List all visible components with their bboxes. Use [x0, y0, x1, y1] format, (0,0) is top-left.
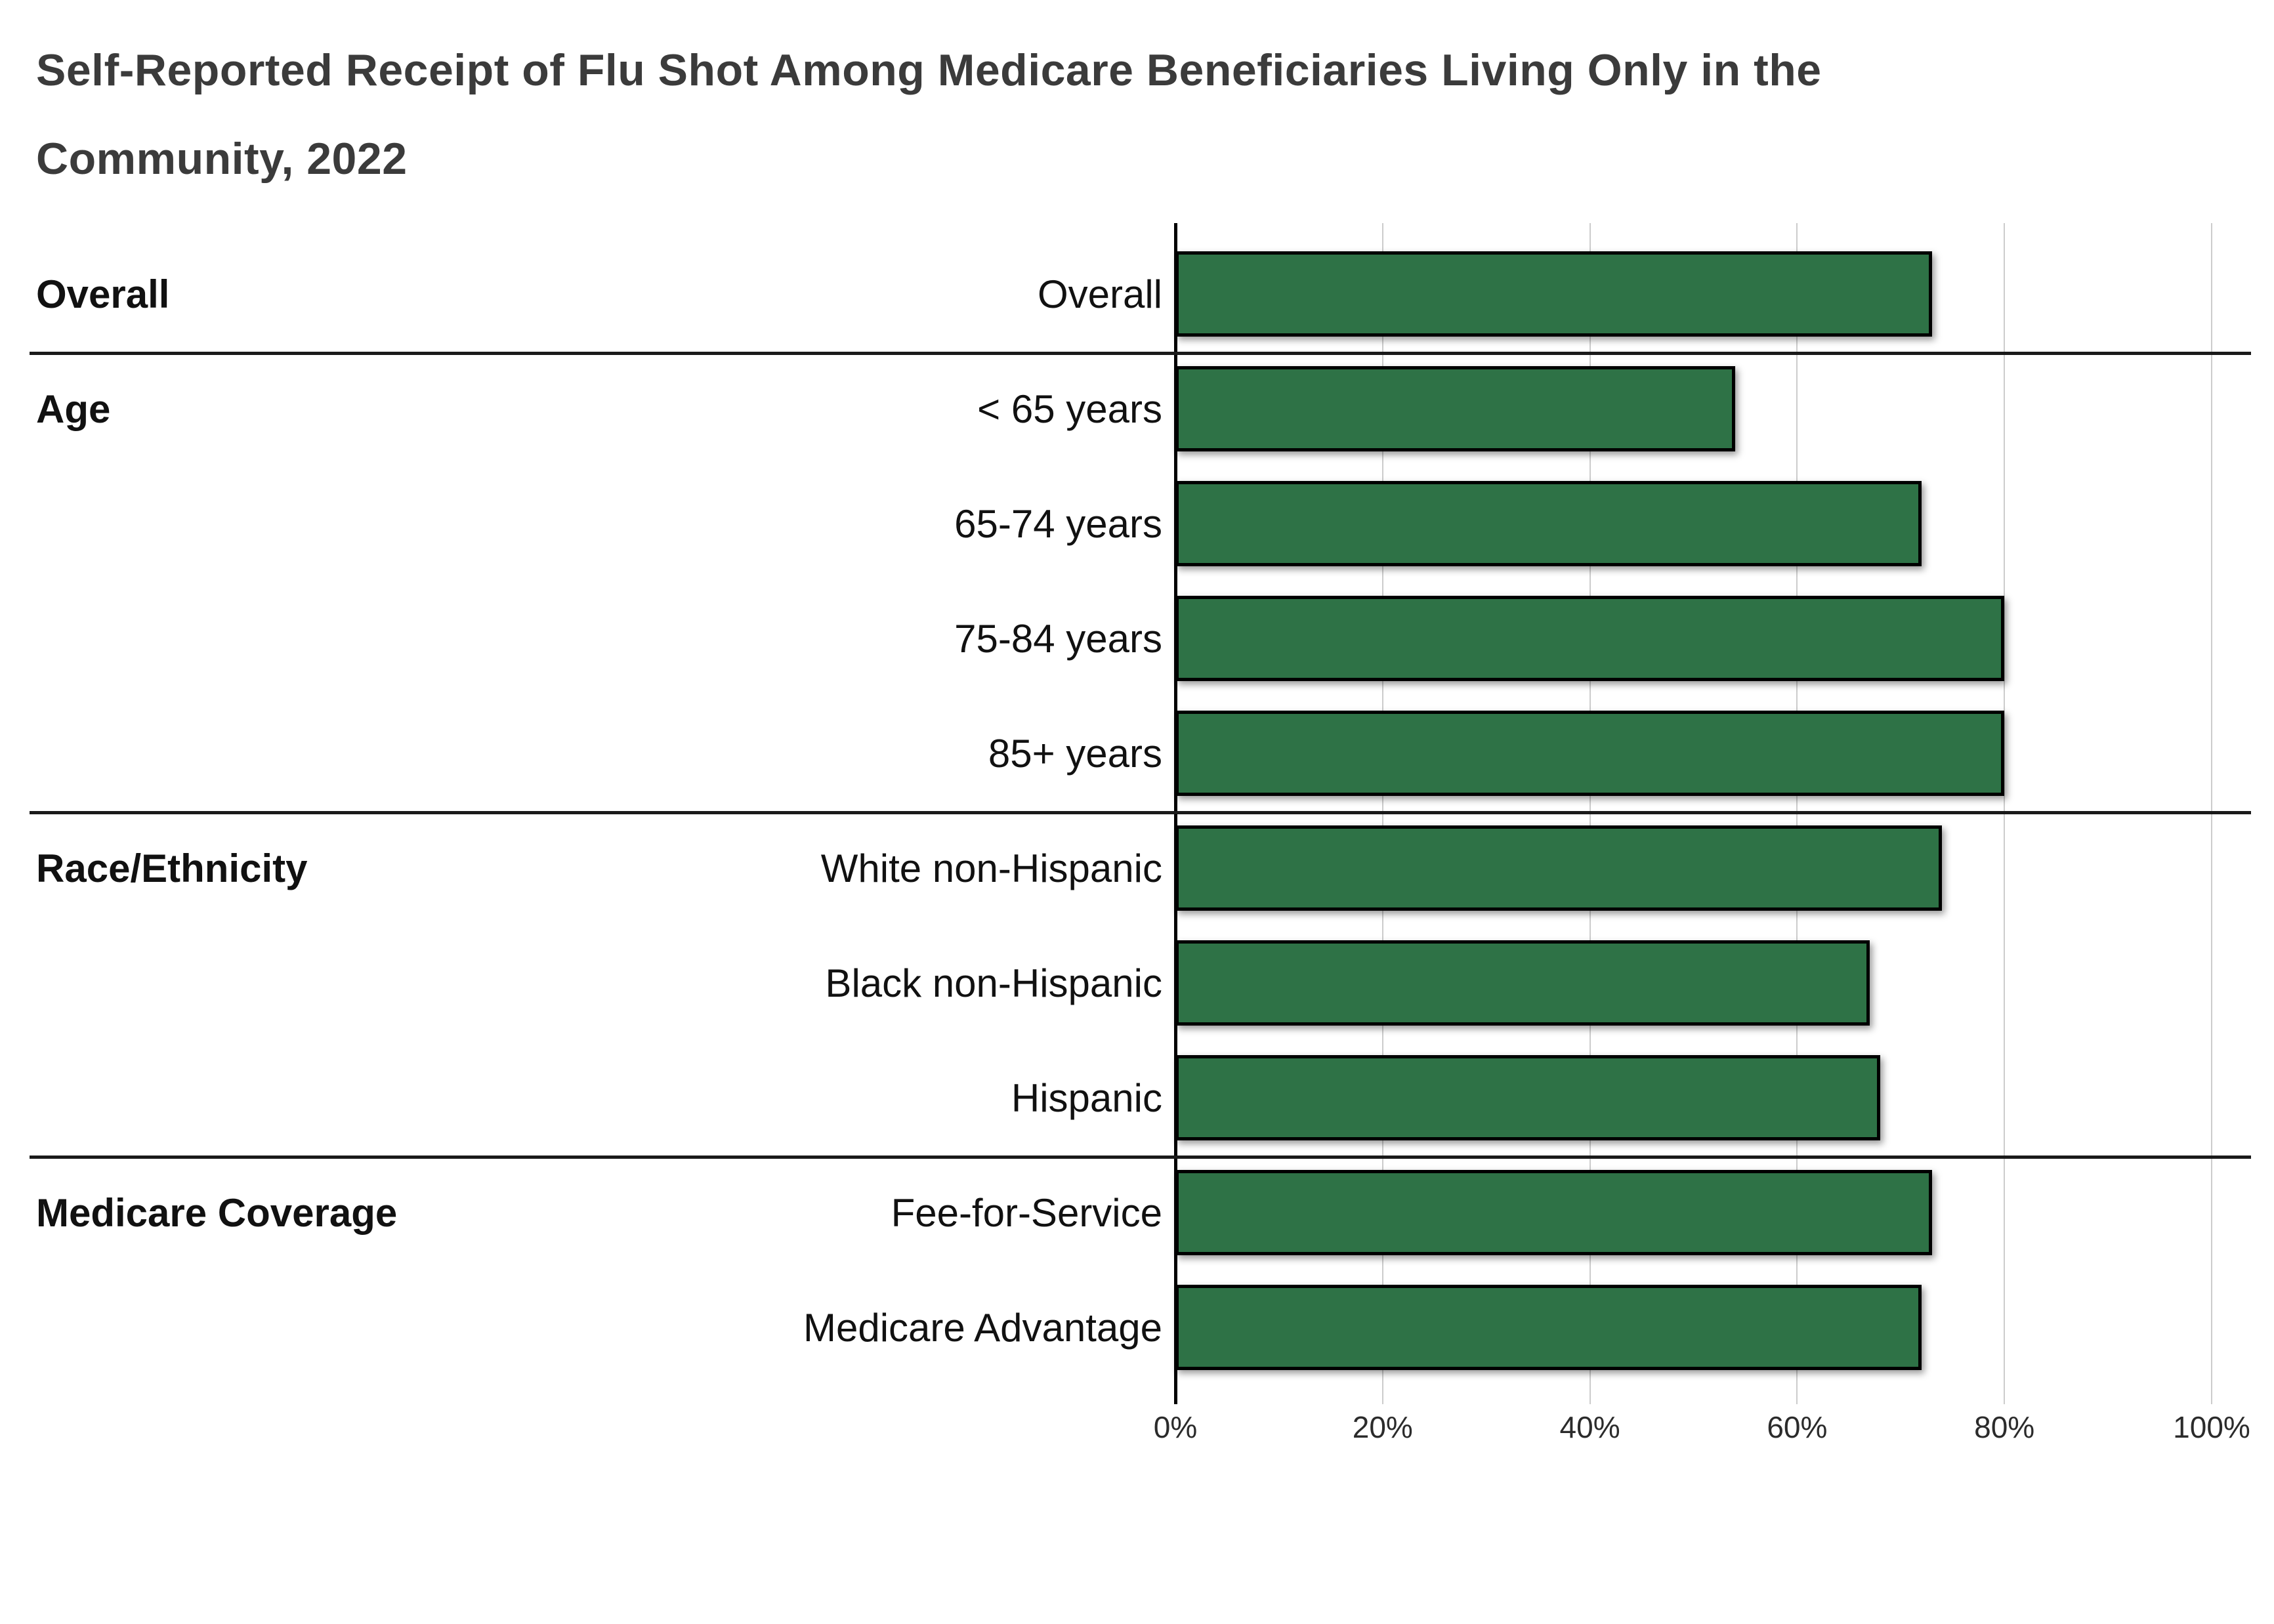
chart-title-line-1: Self-Reported Receipt of Flu Shot Among …: [36, 45, 1822, 95]
category-label: Fee-for-Service: [891, 1190, 1162, 1235]
bar: [1175, 711, 2005, 796]
x-tick-label: 0%: [1153, 1410, 1198, 1444]
group-separator: [30, 352, 2251, 355]
bar: [1175, 1170, 1932, 1255]
category-label: 85+ years: [988, 731, 1162, 776]
category-label: Medicare Advantage: [803, 1305, 1162, 1350]
bar: [1175, 940, 1870, 1026]
group-label: Medicare Coverage: [36, 1190, 398, 1235]
category-label: 65-74 years: [954, 501, 1162, 546]
bar: [1175, 251, 1932, 337]
category-label: Black non-Hispanic: [825, 961, 1162, 1005]
x-tick-label: 100%: [2173, 1410, 2250, 1444]
x-tick-label: 60%: [1767, 1410, 1828, 1444]
group-label: Race/Ethnicity: [36, 846, 308, 890]
x-tick-label: 80%: [1974, 1410, 2035, 1444]
bar: [1175, 366, 1735, 451]
chart-title-line-2: Community, 2022: [36, 134, 408, 184]
group-separator: [30, 811, 2251, 814]
x-tick-label: 40%: [1559, 1410, 1620, 1444]
chart-title: Self-Reported Receipt of Flu Shot Among …: [36, 26, 2228, 203]
x-tick-label: 20%: [1352, 1410, 1413, 1444]
bar: [1175, 825, 1943, 911]
bar: [1175, 1285, 1922, 1370]
category-label: White non-Hispanic: [820, 846, 1162, 890]
bar: [1175, 1055, 1880, 1140]
bar: [1175, 596, 2005, 681]
category-label: Overall: [1037, 272, 1162, 316]
category-label: < 65 years: [977, 386, 1162, 431]
category-label: Hispanic: [1011, 1075, 1162, 1120]
group-label: Age: [36, 386, 111, 431]
group-label: Overall: [36, 272, 170, 316]
bar: [1175, 481, 1922, 566]
category-label: 75-84 years: [954, 616, 1162, 661]
group-separator: [30, 1156, 2251, 1159]
